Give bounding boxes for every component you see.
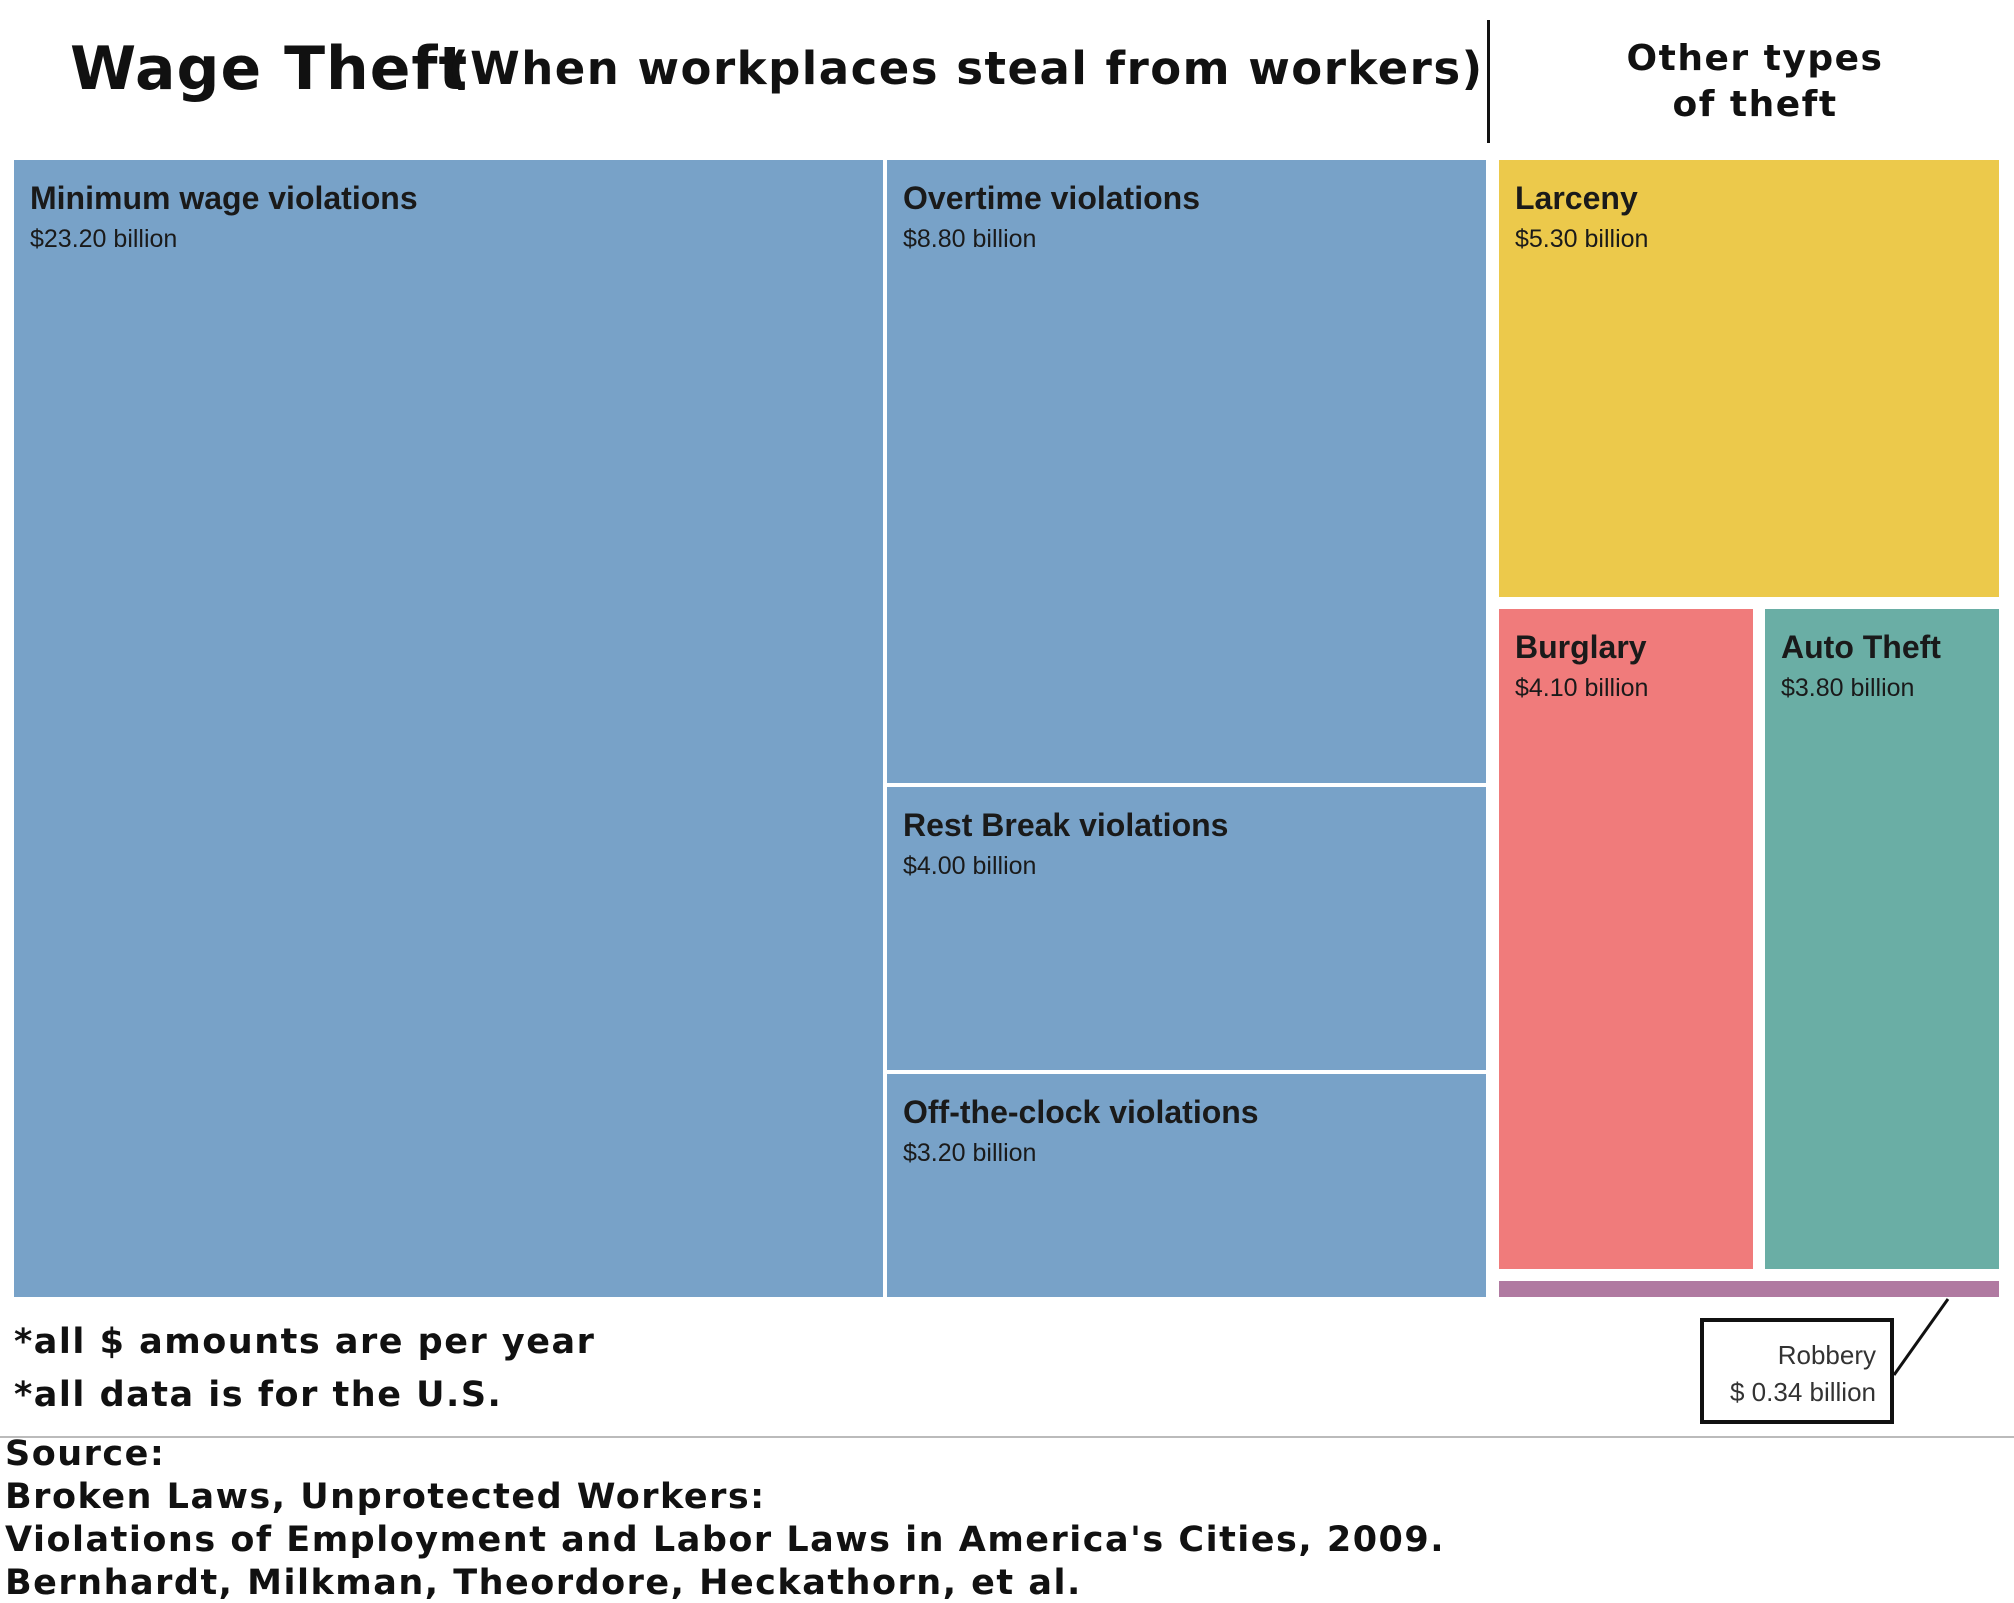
chart-title: Wage Theft bbox=[70, 34, 469, 104]
footer-divider bbox=[0, 1436, 2014, 1438]
robbery-leader-line bbox=[1892, 1298, 1950, 1376]
source-heading: Source: bbox=[5, 1434, 166, 1474]
other-theft-heading-line-1: Other types bbox=[1626, 38, 1884, 79]
source-authors: Bernhardt, Milkman, Theordore, Heckathor… bbox=[5, 1563, 1082, 1603]
source-title: Broken Laws, Unprotected Workers: bbox=[5, 1477, 766, 1517]
robbery-callout-label: Robbery bbox=[1777, 1340, 1876, 1370]
note-us-data: *all data is for the U.S. bbox=[14, 1375, 503, 1415]
robbery-callout-value: $ 0.34 billion bbox=[1730, 1377, 1876, 1407]
header-divider bbox=[1487, 20, 1490, 143]
robbery-callout: Robbery $ 0.34 billion bbox=[1700, 1318, 1894, 1424]
source-subtitle: Violations of Employment and Labor Laws … bbox=[5, 1520, 1446, 1560]
other-theft-heading-line-2: of theft bbox=[1672, 84, 1838, 125]
other-theft-heading: Other types of theft bbox=[1495, 36, 2014, 128]
note-per-year: *all $ amounts are per year bbox=[14, 1322, 596, 1362]
chart-subtitle: (When workplaces steal from workers) bbox=[448, 42, 1484, 95]
